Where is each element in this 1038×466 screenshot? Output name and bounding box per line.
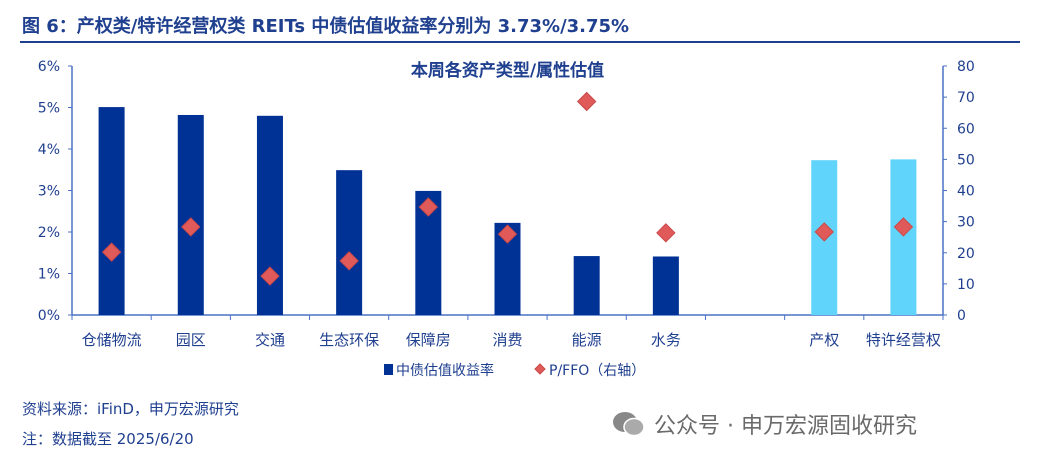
bar <box>336 170 363 315</box>
wechat-icon <box>613 412 645 437</box>
left-tick-label: 2% <box>38 225 60 241</box>
p-ffo-point <box>576 91 597 112</box>
right-tick-label: 10 <box>957 277 975 293</box>
x-tick-label: 保障房 <box>406 331 451 349</box>
right-tick-label: 80 <box>957 59 975 75</box>
legend-bar-label: 中债估值收益率 <box>396 362 494 379</box>
x-tick-label: 生态环保 <box>319 331 379 349</box>
p-ffo-point <box>814 222 834 242</box>
legend-bar-swatch <box>384 364 393 375</box>
p-ffo-point <box>101 242 122 262</box>
right-tick-label: 60 <box>957 121 975 137</box>
x-tick-label: 交通 <box>255 331 285 349</box>
watermark: 公众号 · 申万宏源固收研究 <box>612 408 917 440</box>
right-tick-label: 70 <box>957 90 975 106</box>
left-tick-label: 3% <box>38 184 60 200</box>
title-divider <box>20 41 1020 43</box>
x-tick-label: 仓储物流 <box>82 331 142 349</box>
bar <box>177 114 204 315</box>
x-tick-label: 水务 <box>651 331 681 349</box>
source-text: 资料来源：iFinD，申万宏源研究 <box>22 400 239 418</box>
p-ffo-point <box>497 224 518 244</box>
legend-diamond-swatch <box>534 363 546 375</box>
bar <box>652 256 679 315</box>
x-tick-label: 园区 <box>176 331 206 349</box>
right-tick-label: 40 <box>957 184 975 200</box>
right-tick-label: 30 <box>957 215 975 231</box>
right-tick-label: 0 <box>957 308 966 324</box>
watermark-text: 公众号 · 申万宏源固收研究 <box>654 414 917 439</box>
left-tick-label: 0% <box>38 308 60 324</box>
left-tick-label: 6% <box>38 59 60 75</box>
bar <box>98 107 125 316</box>
p-ffo-point <box>418 197 439 217</box>
chart-title: 本周各资产类型/属性估值 <box>411 60 604 81</box>
left-tick-label: 5% <box>38 101 60 117</box>
right-tick-label: 20 <box>957 246 975 262</box>
left-tick-label: 4% <box>38 142 60 158</box>
p-ffo-point <box>656 223 676 243</box>
figure-title: 图 6：产权类/特许经营权类 REITs 中债估值收益率分别为 3.73%/3.… <box>22 16 630 37</box>
p-ffo-point <box>181 217 201 237</box>
x-tick-label: 产权 <box>809 331 839 349</box>
bar <box>573 256 600 315</box>
right-tick-label: 50 <box>957 152 975 168</box>
note-text: 注：数据截至 2025/6/20 <box>22 430 194 448</box>
legend-point-label: P/FFO（右轴） <box>549 363 645 379</box>
p-ffo-point <box>339 251 359 271</box>
p-ffo-point <box>893 217 914 237</box>
x-tick-label: 消费 <box>492 331 522 349</box>
left-tick-label: 1% <box>38 267 60 283</box>
x-tick-label: 能源 <box>572 331 602 349</box>
x-tick-label: 特许经营权 <box>866 331 941 349</box>
p-ffo-point <box>260 266 280 286</box>
chart: 本周各资产类型/属性估值 0% 1% 2% 3% 4% 5% 6% 0 10 20 30 40 50 60 7… <box>38 59 975 379</box>
bar <box>890 159 917 315</box>
